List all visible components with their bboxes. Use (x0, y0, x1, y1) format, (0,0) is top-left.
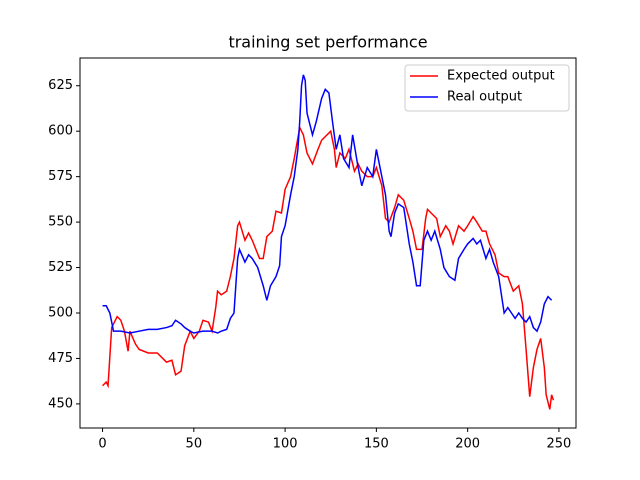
x-tick-label: 50 (186, 437, 203, 452)
y-tick-label: 575 (48, 169, 73, 184)
x-tick-label: 200 (455, 437, 480, 452)
y-tick-label: 625 (48, 78, 73, 93)
x-tick-label: 0 (98, 437, 106, 452)
legend-label: Expected output (447, 69, 555, 84)
y-tick-label: 550 (48, 215, 73, 230)
y-tick-label: 525 (48, 260, 73, 275)
legend-box (404, 64, 570, 112)
x-tick-label: 150 (364, 437, 389, 452)
y-tick-label: 500 (48, 306, 73, 321)
plot-area (102, 74, 555, 410)
y-tick-label: 475 (48, 351, 73, 366)
x-tick-label: 250 (547, 437, 572, 452)
legend-label: Real output (447, 90, 522, 105)
series-line (102, 74, 553, 334)
y-tick-label: 450 (48, 396, 73, 411)
axes-frame (79, 57, 577, 429)
x-tick-label: 100 (273, 437, 298, 452)
y-tick-label: 600 (48, 124, 73, 139)
chart-title: training set performance (228, 33, 427, 52)
series-line (102, 125, 555, 410)
